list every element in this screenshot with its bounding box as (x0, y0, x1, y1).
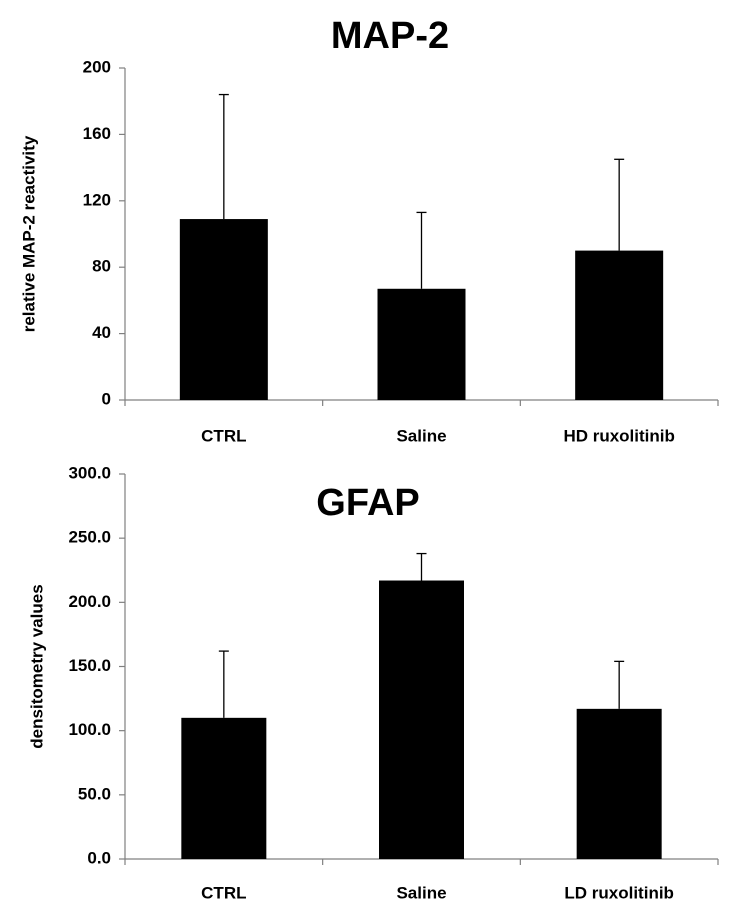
y-axis-label: densitometry values (27, 584, 46, 748)
x-category-label: HD ruxolitinib (563, 426, 674, 445)
bar (179, 219, 268, 400)
x-category-label: LD ruxolitinib (564, 883, 674, 900)
bar (576, 708, 662, 859)
y-tick-label: 200.0 (68, 592, 111, 611)
y-tick-label: 300.0 (68, 463, 111, 482)
y-tick-label: 50.0 (78, 784, 111, 803)
bar (379, 580, 464, 859)
x-category-label: CTRL (201, 426, 246, 445)
y-tick-label: 0.0 (87, 848, 111, 867)
y-tick-label: 120 (83, 190, 111, 209)
y-axis-label: relative MAP-2 reactivity (19, 135, 38, 332)
x-category-label: Saline (396, 426, 446, 445)
y-tick-label: 100.0 (68, 720, 111, 739)
chart-title: GFAP (316, 482, 419, 524)
y-tick-label: 40 (92, 323, 111, 342)
bar (377, 288, 466, 400)
bar (181, 717, 267, 859)
chart-title: MAP-2 (331, 15, 449, 57)
y-tick-label: 80 (92, 257, 111, 276)
y-tick-label: 200 (83, 57, 111, 76)
x-category-label: CTRL (201, 883, 246, 900)
y-tick-label: 150.0 (68, 656, 111, 675)
y-tick-label: 250.0 (68, 528, 111, 547)
y-tick-label: 160 (83, 124, 111, 143)
y-tick-label: 0 (102, 389, 111, 408)
x-category-label: Saline (396, 883, 446, 900)
bar (575, 250, 664, 400)
